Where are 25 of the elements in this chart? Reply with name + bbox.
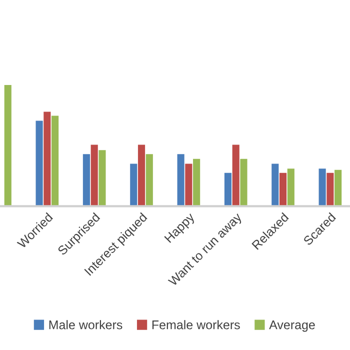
- bar: [279, 172, 287, 206]
- bar: [334, 170, 342, 206]
- bar: [4, 85, 12, 206]
- bar: [177, 154, 184, 206]
- bar: [44, 112, 51, 206]
- legend-label: Female workers: [152, 320, 240, 330]
- bar: [287, 168, 294, 206]
- bar: [232, 144, 240, 206]
- bar: [52, 116, 59, 206]
- bar: [98, 150, 106, 206]
- legend-label: Average: [269, 320, 315, 332]
- bar: [240, 158, 248, 206]
- legend-label: Male workers: [49, 320, 122, 330]
- bar: [318, 168, 326, 206]
- bar: [224, 172, 232, 206]
- bar: [272, 164, 279, 206]
- bar: [185, 164, 192, 206]
- bar: [82, 154, 90, 206]
- bar: [138, 144, 146, 206]
- bar: [36, 120, 43, 206]
- bar: [90, 144, 98, 206]
- bar: [326, 172, 334, 206]
- bar: [130, 164, 138, 206]
- bar: [193, 158, 200, 206]
- bar: [146, 154, 153, 206]
